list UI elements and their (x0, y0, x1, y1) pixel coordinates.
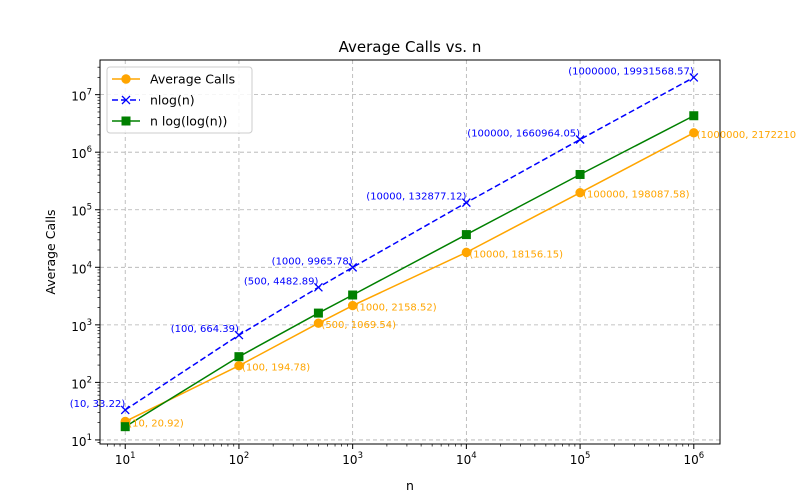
data-label: (500, 4482.89) (244, 276, 319, 287)
point-marker (347, 300, 358, 311)
y-tick-label: 104 (71, 260, 92, 276)
series-3 (120, 111, 699, 432)
data-label: (10000, 18156.15) (469, 249, 563, 260)
series-1 (120, 128, 699, 427)
y-axis-label: Average Calls (43, 209, 58, 294)
chart-title: Average Calls vs. n (339, 38, 482, 56)
point-marker (575, 169, 585, 179)
data-label: (500, 1069.54) (321, 320, 396, 331)
data-label: (1000, 9965.78) (272, 256, 353, 267)
legend-box (106, 66, 253, 134)
series-2 (120, 72, 699, 415)
data-label: (1000, 2158.52) (356, 303, 437, 314)
x-tick-label: 102 (229, 451, 250, 467)
data-label: (100000, 198087.58) (583, 190, 690, 201)
y-tick-label: 103 (71, 318, 92, 334)
legend-label: nlog(n) (150, 93, 195, 108)
legend: Average Calls nlog(n) n log(log(n)) (106, 66, 253, 134)
point-marker (313, 282, 323, 292)
point-marker (575, 187, 585, 198)
point-marker (121, 95, 131, 105)
point-marker (348, 262, 358, 272)
data-label: (100000, 1660964.05) (467, 129, 580, 140)
data-label: (10, 20.92) (128, 418, 184, 429)
data-label: (1000000, 2172210 (697, 130, 796, 141)
series-line (124, 132, 695, 423)
data-label: (1000000, 19931568.57) (568, 66, 694, 77)
data-label: (10, 33.22) (70, 399, 126, 410)
x-axis-label: n (406, 478, 414, 493)
point-marker (689, 111, 699, 121)
series-layer (120, 72, 699, 432)
point-marker (689, 72, 699, 82)
point-marker (461, 230, 471, 240)
point-marker (348, 290, 358, 300)
data-label: (100, 664.39) (171, 324, 239, 335)
point-marker (234, 361, 244, 371)
point-marker (121, 116, 131, 126)
y-tick-label: 106 (71, 145, 92, 161)
legend-label: n log(log(n)) (150, 114, 227, 129)
point-marker (575, 135, 585, 144)
x-tick-label: 106 (683, 451, 704, 467)
legend-entry: Average Calls (112, 72, 235, 87)
legend-entry: n log(log(n)) (112, 114, 227, 129)
data-label: (100, 194.78) (242, 363, 310, 374)
y-tick-label: 105 (71, 203, 92, 219)
legend-entry: nlog(n) (112, 93, 195, 108)
annotation-layer: (10, 20.92) (100, 194.78) (500, 1069.54) (1… (70, 66, 796, 429)
point-marker (121, 74, 131, 84)
point-marker (120, 422, 130, 432)
point-marker (461, 247, 472, 258)
legend-label: Average Calls (150, 72, 235, 87)
grid (100, 60, 720, 444)
x-tick-label: 103 (342, 451, 363, 467)
x-tick-label: 105 (570, 451, 591, 467)
point-marker (313, 318, 324, 328)
point-marker (689, 128, 699, 138)
point-marker (120, 405, 130, 415)
y-tick-label: 107 (71, 88, 92, 104)
point-marker (234, 330, 244, 340)
point-marker (313, 308, 323, 318)
point-marker (234, 352, 244, 362)
x-tick-label: 104 (456, 451, 477, 467)
x-tick-label: 101 (115, 451, 136, 467)
y-tick-label: 102 (71, 375, 92, 391)
y-tick-label: 101 (71, 433, 92, 449)
plot-frame (99, 59, 721, 445)
axes: 101 102 103 104 105 106 101 102 103 104 105 106 107 (71, 66, 704, 467)
point-marker (461, 198, 471, 208)
data-label: (10000, 132877.12) (366, 192, 466, 203)
